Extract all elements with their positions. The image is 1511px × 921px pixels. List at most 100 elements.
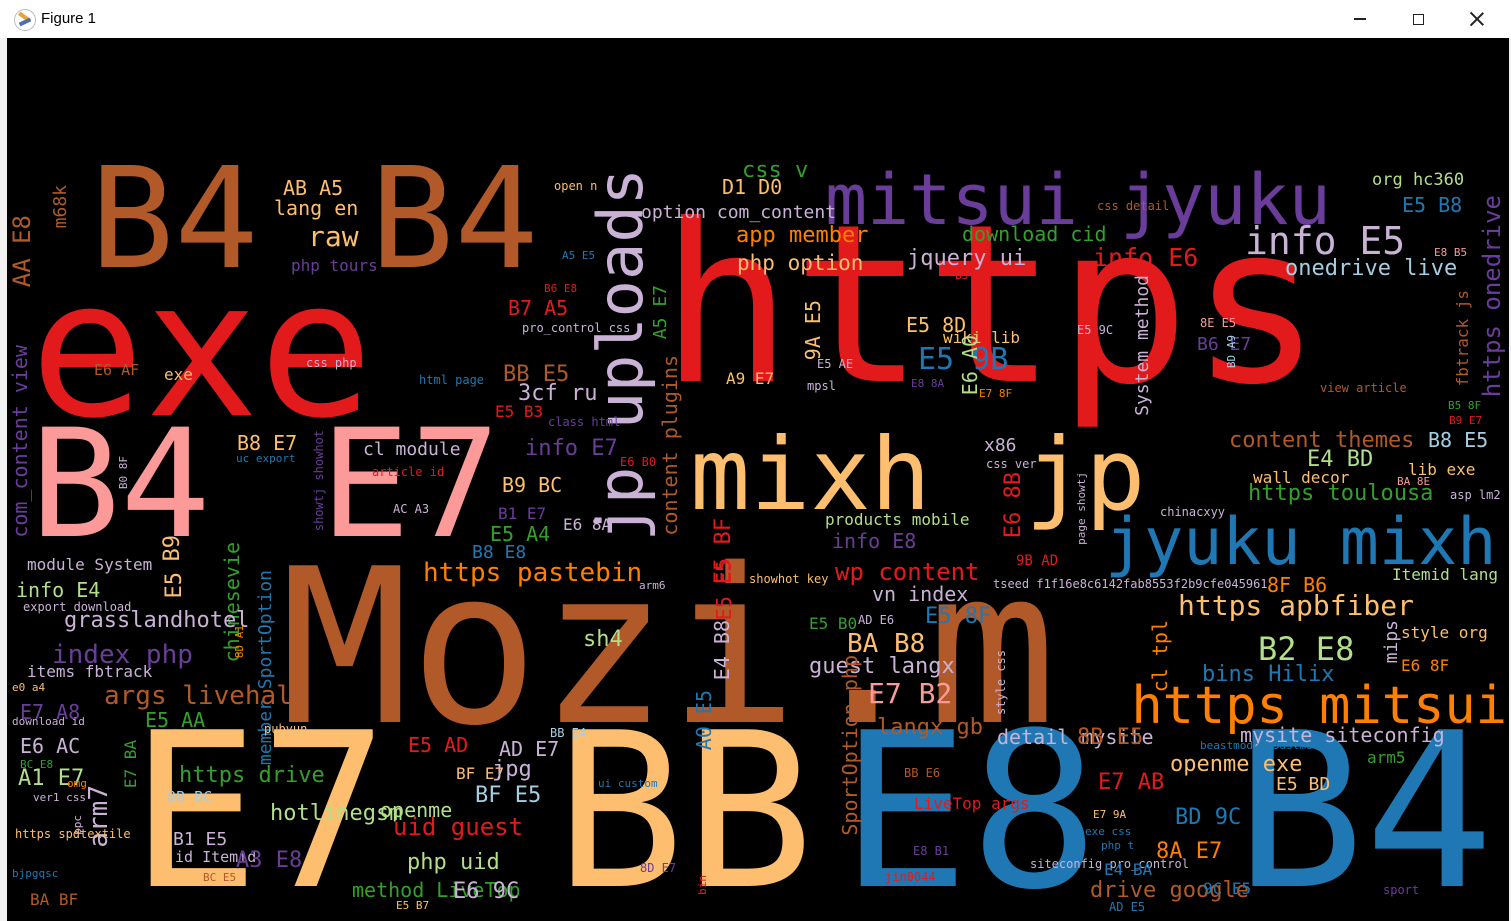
word-99: E5 A4 bbox=[490, 522, 551, 546]
word-188: 8B E5 bbox=[1077, 725, 1144, 750]
word-110: E5 E5 bbox=[712, 560, 736, 621]
word-66: E5 9C bbox=[1077, 323, 1114, 337]
word-84: css ver bbox=[986, 457, 1037, 471]
word-145: e0 a4 bbox=[12, 681, 46, 694]
word-152: A1 E7 bbox=[18, 766, 85, 791]
word-61: E6 A0 bbox=[958, 335, 982, 396]
close-button[interactable] bbox=[1447, 0, 1507, 38]
word-130: A0 E5 bbox=[692, 690, 716, 751]
word-200: AD E5 bbox=[1109, 900, 1146, 914]
word-147: args livehall bbox=[104, 681, 308, 711]
word-59: E5 8D bbox=[906, 313, 967, 337]
word-157: https spdtextile bbox=[15, 827, 131, 841]
word-144: E7 A8 bbox=[20, 700, 81, 724]
word-80: https toulousa bbox=[1248, 481, 1434, 506]
wordcloud-canvas: exe https Mozi.m B4 B4 B4 E7 E7 BB E8 B4 mitsui jyu… bbox=[7, 38, 1509, 921]
word-127: langx gb bbox=[877, 715, 983, 740]
word-159: bjpgqsc bbox=[12, 867, 59, 880]
word-9: E8 bbox=[840, 686, 1099, 921]
word-129: E4 B8 bbox=[710, 620, 734, 681]
window-titlebar[interactable]: Figure 1 bbox=[0, 0, 1511, 38]
word-16: jp uploads bbox=[584, 168, 657, 542]
word-70: fbtrack js bbox=[1453, 290, 1472, 387]
word-104: info E8 bbox=[832, 529, 917, 553]
word-63: E7 8F bbox=[979, 387, 1013, 400]
word-158: ppc bbox=[71, 815, 84, 835]
word-111: showhot key bbox=[749, 572, 829, 586]
word-85: E6 8B bbox=[1001, 472, 1026, 539]
word-202: beastmode b3astmode bbox=[1200, 739, 1326, 752]
word-23: E8 B5 bbox=[1434, 246, 1468, 259]
word-131: SportOption php bbox=[838, 655, 862, 836]
word-120: style org bbox=[1401, 623, 1488, 642]
word-103: products mobile bbox=[825, 510, 970, 529]
word-35: raw bbox=[308, 220, 359, 253]
word-41: exe bbox=[164, 365, 193, 384]
word-118: cl tpl bbox=[1148, 620, 1172, 693]
word-69: BD A9 bbox=[1225, 335, 1238, 369]
word-196: 8A E7 bbox=[1156, 839, 1223, 864]
word-62: E8 8A bbox=[911, 377, 945, 390]
word-64: B3 E4 bbox=[955, 269, 989, 282]
word-96: AC A3 bbox=[393, 502, 430, 516]
word-11: mitsui jyuku bbox=[825, 159, 1331, 241]
word-174: BF E5 bbox=[475, 783, 542, 808]
word-160: BA BF bbox=[30, 890, 79, 909]
word-74: B5 8F bbox=[1448, 399, 1482, 412]
word-190: openme exe bbox=[1170, 752, 1303, 777]
word-124: BA B8 bbox=[847, 629, 926, 659]
word-139: info E4 bbox=[16, 578, 101, 602]
window-border-left bbox=[0, 38, 7, 921]
word-164: B1 E5 bbox=[173, 829, 228, 850]
word-39: com_content view bbox=[8, 345, 32, 538]
word-114: https apbfiber bbox=[1178, 589, 1415, 622]
word-17: info E5 bbox=[1245, 219, 1406, 263]
word-71: view article bbox=[1320, 381, 1407, 395]
word-141: grasslandhotel bbox=[64, 608, 250, 633]
word-149: pubyun bbox=[264, 722, 308, 736]
word-89: cl module bbox=[363, 439, 461, 460]
maximize-icon bbox=[1412, 13, 1424, 25]
word-88: B8 E7 bbox=[237, 431, 298, 455]
word-21: E5 B8 bbox=[1402, 193, 1463, 217]
word-150: E6 AC bbox=[20, 734, 81, 758]
word-192: E7 9A bbox=[1093, 808, 1127, 821]
word-65: System method bbox=[1132, 275, 1153, 416]
word-14: jyuku mixh bbox=[1105, 505, 1497, 580]
word-163: 8B BC bbox=[167, 788, 213, 806]
word-100: E6 8A bbox=[563, 515, 612, 534]
word-19: https onedrive bbox=[1478, 195, 1506, 398]
word-20: org hc360 bbox=[1372, 170, 1465, 190]
window-title: Figure 1 bbox=[41, 10, 97, 27]
word-92: uc export bbox=[236, 452, 296, 465]
word-77: lib exe bbox=[1408, 460, 1476, 479]
word-94: showtj showhot bbox=[312, 430, 326, 532]
word-22: css detail bbox=[1097, 199, 1170, 213]
word-40: E6 AF bbox=[94, 361, 140, 379]
word-47: A5 E5 bbox=[562, 249, 596, 262]
word-168: method LiveTop bbox=[352, 878, 521, 902]
word-175: BF E7 bbox=[456, 764, 505, 783]
word-93: article id bbox=[372, 465, 445, 479]
word-0: exe bbox=[30, 239, 374, 460]
word-195: php t bbox=[1101, 839, 1135, 852]
minimize-button[interactable] bbox=[1330, 0, 1390, 38]
word-197: E4 BA bbox=[1104, 860, 1153, 879]
word-191: BD 9C bbox=[1175, 805, 1242, 830]
word-179: BB E4 bbox=[550, 726, 587, 740]
word-170: E6 9C bbox=[453, 879, 520, 904]
word-148: E5 AA bbox=[145, 708, 206, 732]
word-55: A9 E7 bbox=[726, 369, 775, 388]
word-33: AB A5 bbox=[283, 176, 344, 200]
word-198: drive google bbox=[1090, 878, 1249, 903]
word-57: mpsl bbox=[807, 379, 836, 393]
word-126: E7 B2 bbox=[868, 677, 953, 710]
word-186: jin0044 bbox=[885, 870, 936, 884]
maximize-button[interactable] bbox=[1388, 0, 1448, 38]
word-204: E5 BD bbox=[1276, 774, 1331, 795]
word-56: E5 AE bbox=[817, 357, 854, 371]
word-119: B2 E8 bbox=[1258, 630, 1355, 668]
word-42: css php bbox=[306, 356, 357, 370]
word-184: LiveTop args bbox=[914, 794, 1030, 813]
word-31: option com_content bbox=[641, 202, 837, 223]
